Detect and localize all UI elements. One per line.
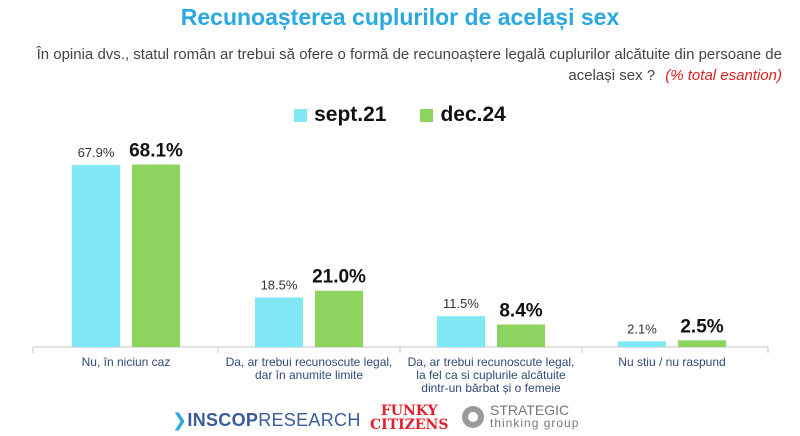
category-label-0-line-0: Nu, în niciun caz [82,355,171,369]
bar-sept21-3 [618,341,666,347]
bar-dec24-3 [678,340,726,347]
bar-dec24-2 [497,324,545,347]
strategic-thinking-logo: STRATEGIC thinking group [462,402,580,430]
footer-logos: ❯INSCOPRESEARCH FUNKY CITIZENS STRATEGIC… [0,400,800,436]
strategic-logo-line2: thinking group [490,416,580,430]
inscop-logo-bold: INSCOP [187,410,259,430]
legend-swatch-sept21 [294,108,308,122]
inscop-mark-icon: ❯ [172,410,188,430]
category-label-3-line-0: Nu stiu / nu raspund [618,355,725,369]
data-label-sept21-0: 67.9% [78,145,115,160]
data-label-dec24-2: 8.4% [499,300,542,321]
inscop-logo-rest: RESEARCH [258,410,361,430]
strategic-mark-icon [462,406,484,428]
legend-label-dec24: dec.24 [440,103,506,126]
data-label-dec24-0: 68.1% [129,140,183,161]
bar-dec24-0 [132,164,180,347]
category-label-1-line-0: Da, ar trebui recunoscute legal, [226,355,393,369]
bar-sept21-1 [255,297,303,347]
funky-logo-line1: FUNKY [380,403,438,419]
data-label-sept21-2: 11.5% [443,296,479,311]
data-label-sept21-3: 2.1% [627,321,657,336]
strategic-logo-line1: STRATEGIC [490,402,570,418]
category-label-2-line-1: la fel ca si cuplurile alcătuite [416,368,566,382]
chart-title: Recunoașterea cuplurilor de același sex [180,4,620,30]
category-label-1-line-1: dar în anumite limite [255,368,363,382]
funky-citizens-logo: FUNKY CITIZENS [370,404,448,432]
bar-sept21-0 [72,165,120,347]
chart-subtitle: În opinia dvs., statul român ar trebui s… [30,44,782,86]
legend-item-dec24: dec.24 [420,103,506,127]
legend-label-sept21: sept.21 [314,103,387,126]
data-label-dec24-1: 21.0% [312,267,366,288]
category-label-2-line-0: Da, ar trebui recunoscute legal, [408,355,575,369]
sample-note: (% total esantion) [665,67,782,84]
data-label-sept21-1: 18.5% [261,277,298,292]
bar-chart: 67.9% 18.5% 11.5% 2.1% 68.1% 21.0% 8.4% 2.5% Nu,… [32,140,769,395]
legend-swatch-dec24 [420,108,434,122]
funky-logo-line2: CITIZENS [370,417,449,433]
bar-sept21-2 [437,316,485,347]
bar-dec24-1 [315,290,363,347]
data-label-dec24-3: 2.5% [680,316,723,337]
legend-item-sept21: sept.21 [294,103,386,127]
survey-question: În opinia dvs., statul român ar trebui s… [36,46,782,84]
chart-legend: sept.21 dec.24 [0,103,800,127]
category-label-2-line-2: dintr-un bărbat și o femeie [421,381,561,395]
inscop-logo: ❯INSCOPRESEARCH [172,410,361,431]
